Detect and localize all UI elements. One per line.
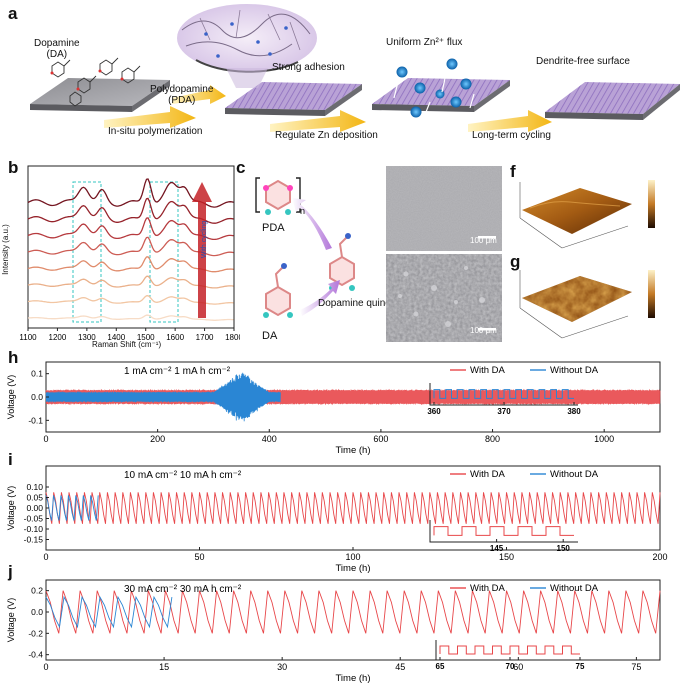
sem-e-scale: 100 μm: [470, 326, 497, 335]
y-tick-label: 0.0: [31, 607, 43, 617]
pda-n-label: n: [300, 206, 305, 216]
x-tick-label: 800: [485, 434, 500, 444]
legend-label: Without DA: [550, 365, 599, 376]
inset-plot: 65 70 75: [436, 640, 585, 671]
legend-label: With DA: [470, 365, 506, 376]
x-tick-label: 75: [631, 662, 641, 672]
step-2-label: Regulate Zn deposition: [275, 130, 378, 141]
afm-image-f: [510, 170, 680, 258]
x-tick-label: 0: [43, 662, 48, 672]
series-without-da: [46, 373, 280, 422]
x-tick-label: 15: [159, 662, 169, 672]
x-tick-label: 60: [513, 662, 523, 672]
pda-molecule-label: PDA: [262, 222, 285, 234]
sem-d-scale: 100 μm: [470, 236, 497, 245]
series-with-da: [46, 492, 660, 524]
inset-tick-label: 150: [557, 544, 571, 553]
dopamine-label: Dopamine (DA): [34, 38, 80, 60]
bare-zn-slab: [30, 78, 170, 112]
step-arrow-3: [468, 110, 552, 132]
x-tick-label: 30: [277, 662, 287, 672]
molecule-diagram: [236, 160, 388, 350]
x-tick-label: 50: [194, 552, 204, 562]
y-tick-label: -0.10: [24, 524, 44, 534]
y-tick-label: 0.1: [31, 369, 43, 379]
panel-a-label: a: [8, 4, 17, 24]
condition-label: 30 mA cm⁻² 30 mA h cm⁻²: [124, 584, 242, 595]
y-tick-label: 0.05: [26, 493, 43, 503]
series-without-da: [46, 597, 172, 627]
y-tick-label: 0.10: [26, 482, 43, 492]
x-tick-label: 100: [345, 552, 360, 562]
x-axis-label: Time (h): [335, 563, 370, 574]
x-tick-label: 600: [373, 434, 388, 444]
y-tick-label: -0.15: [24, 535, 44, 545]
y-tick-label: -0.2: [28, 628, 43, 638]
x-tick-label: 45: [395, 662, 405, 672]
cycling-label: With cycling: [201, 221, 208, 258]
afm-image-g: [510, 262, 680, 350]
x-tick-label: 200: [652, 552, 667, 562]
cycling-charts: 0 200 400 600 800 10000.10.0-0.1Time (h)Volta…: [0, 340, 682, 687]
inset-tick-label: 360: [427, 407, 441, 416]
cycling-chart-j: 0 15 30 45 60 75 0.2 0.0 -0.2 -0.4 Time (h) Voltage…: [6, 580, 660, 684]
legend-label: Without DA: [550, 583, 599, 594]
inset-plot: 145 150: [430, 520, 578, 553]
step-3-label: Long-term cycling: [472, 130, 551, 141]
y-axis-label: Voltage (V): [6, 598, 16, 643]
inset-tick-label: 70: [506, 662, 515, 671]
pda-molecule: [256, 178, 300, 215]
inset-tick-label: 380: [567, 407, 581, 416]
inset-tick-label: 145: [490, 544, 504, 553]
series-with-da: [46, 591, 660, 634]
dendrite-free-label: Dendrite-free surface: [536, 56, 630, 67]
x-tick-label: 150: [499, 552, 514, 562]
y-tick-label: -0.05: [24, 514, 44, 524]
y-axis-label: Voltage (V): [6, 375, 16, 420]
y-tick-label: 0.2: [31, 586, 43, 596]
y-axis-label: Voltage (V): [6, 486, 16, 531]
inset-tick-label: 65: [436, 662, 445, 671]
da-molecule: [263, 263, 293, 318]
step-1-label: In-situ polymerization: [108, 126, 202, 137]
inset-tick-label: 75: [576, 662, 585, 671]
x-axis-label: Time (h): [335, 445, 370, 456]
legend-label: With DA: [470, 583, 506, 594]
inset-tick-label: 370: [497, 407, 511, 416]
cycling-chart-h: 0 200 400 600 800 1000 0.1 0.0 -0.1 Time (h) Volta…: [6, 362, 660, 456]
legend-label: Without DA: [550, 469, 599, 480]
y-tick-label: -0.4: [28, 650, 43, 660]
quinone-molecule: [329, 233, 355, 291]
x-tick-label: 0: [43, 434, 48, 444]
condition-label: 10 mA cm⁻² 10 mA h cm⁻²: [124, 470, 242, 481]
y-tick-label: 0.00: [26, 503, 43, 513]
strong-adhesion-label: Strong adhesion: [272, 62, 345, 73]
legend-label: With DA: [470, 469, 506, 480]
raman-highlight-1: [73, 182, 101, 322]
uniform-flux-label: Uniform Zn²⁺ flux: [386, 37, 462, 48]
pda-label: Polydopamine (PDA): [150, 84, 213, 106]
x-tick-label: 200: [150, 434, 165, 444]
x-tick-label: 0: [43, 552, 48, 562]
raman-ylabel: Intensity (a.u.): [1, 224, 10, 275]
pda-molecular-zoom: [177, 4, 317, 88]
inset-trace: [440, 646, 580, 654]
panel-a-schematic: [0, 0, 682, 150]
x-tick-label: 1000: [594, 434, 614, 444]
x-tick-label: 400: [262, 434, 277, 444]
cycling-chart-i: 0 50 100 150 200 0.100.050.00-0.05-0.10-0.15 T…: [6, 466, 668, 574]
dendrite-free-slab: [545, 82, 680, 120]
condition-label: 1 mA cm⁻² 1 mA h cm⁻²: [124, 366, 231, 377]
y-tick-label: -0.1: [28, 415, 43, 425]
quinone-to-pda-arrow: [292, 198, 332, 250]
x-axis-label: Time (h): [335, 673, 370, 684]
inset-trace: [434, 527, 574, 536]
y-tick-label: 0.0: [31, 392, 43, 402]
